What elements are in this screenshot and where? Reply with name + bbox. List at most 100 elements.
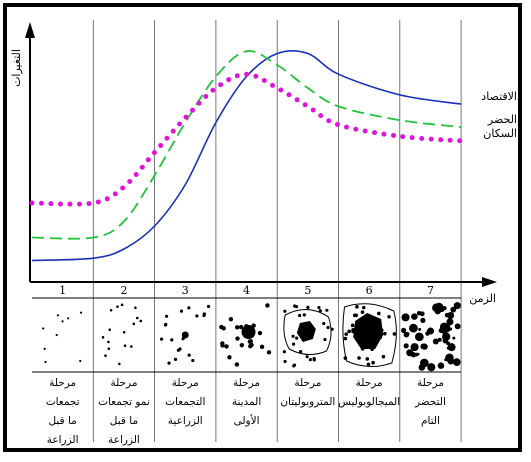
settlement-dot: [437, 362, 445, 369]
settlement-dot: [202, 313, 206, 318]
settlement-dot: [383, 331, 387, 336]
settlement-dot: [61, 320, 64, 323]
settlement-dot: [371, 360, 375, 365]
settlement-dot: [452, 358, 461, 367]
settlement-dot: [323, 337, 327, 342]
settlement-dot: [343, 336, 348, 341]
settlement-dot: [283, 309, 287, 313]
settlement-dot: [241, 325, 256, 339]
settlement-dot: [403, 343, 409, 349]
settlement-dot: [120, 303, 124, 307]
settlement-dot: [446, 318, 454, 326]
settlement-dot: [247, 339, 253, 344]
settlement-dot: [79, 311, 83, 314]
series-label-3: السكان: [483, 127, 517, 140]
settlement-dot: [425, 331, 430, 336]
stage-caption-line: التحضر: [414, 396, 446, 408]
settlement-dot: [308, 358, 312, 362]
settlement-dot: [387, 314, 391, 319]
settlement-dot: [295, 336, 299, 340]
settlement-dot: [377, 311, 381, 316]
settlement-dot: [442, 306, 447, 311]
settlement-dot: [43, 347, 46, 350]
settlement-dot: [357, 356, 361, 360]
settlement-dot: [220, 341, 225, 346]
settlement-dot: [437, 337, 442, 342]
stage-number: 1: [59, 284, 66, 297]
diagram-frame: [3, 3, 522, 452]
settlement-dot: [406, 332, 410, 335]
settlement-dot: [330, 327, 334, 331]
stage-caption-line: الميجالوبوليس: [338, 396, 400, 408]
x-axis-label: الزمن: [469, 292, 496, 305]
stage-caption-line: مرحلة: [356, 377, 383, 389]
settlement-dot: [206, 304, 211, 309]
settlement-dot: [292, 304, 297, 308]
settlement-dot: [410, 343, 419, 352]
settlement-dot: [420, 317, 426, 323]
settlement-dot: [400, 327, 407, 334]
stage-number: 4: [243, 284, 250, 297]
settlement-dot: [259, 344, 265, 350]
settlement-dot: [453, 302, 461, 310]
stage-caption-line: نمو تجمعات: [98, 396, 150, 408]
settlement-dot: [414, 352, 419, 357]
settlement-dot: [101, 336, 105, 339]
stage-caption-line: الزراعة: [47, 434, 79, 446]
settlement-dot: [450, 306, 457, 313]
stage-caption-line: مرحلة: [233, 377, 260, 389]
metro-boundary: [283, 309, 332, 355]
settlement-dot: [108, 328, 112, 331]
settlement-dot: [164, 314, 169, 318]
stage-caption-line: مرحلة: [294, 377, 321, 389]
settlement-dot: [446, 346, 451, 350]
settlement-dot: [322, 321, 326, 326]
settlement-dot: [79, 359, 82, 363]
settlement-dot: [432, 338, 439, 345]
settlement-dot: [418, 364, 426, 371]
settlement-dot: [239, 342, 245, 348]
stage-caption-line: المتروبوليتان: [280, 396, 335, 408]
stage-illustration-5: [282, 304, 334, 368]
megalopolis-core: [353, 313, 384, 349]
series-label-1: الاقتصاد: [481, 90, 517, 103]
stages-layer: 1 مرحلة تجمعات ما قبل الزراعة 2 مرحلة نمو تجمعا…: [42, 284, 461, 446]
settlement-dot: [291, 342, 296, 346]
settlement-dot: [414, 332, 424, 342]
stage-number: 2: [120, 284, 127, 297]
series-line-1: [31, 49, 462, 262]
settlement-dot: [326, 325, 330, 330]
settlement-dot: [305, 355, 309, 359]
settlement-dot: [224, 344, 229, 349]
settlement-dot: [343, 356, 348, 360]
settlement-dot: [234, 325, 240, 330]
stage-number: 5: [304, 284, 311, 297]
settlement-dot: [164, 322, 168, 326]
settlement-dot: [104, 354, 107, 357]
settlement-dot: [344, 332, 348, 336]
stage-caption-line: ما قبل: [110, 415, 138, 427]
y-axis-label: التغيرات: [10, 49, 23, 87]
series-label-2: الحضر: [487, 113, 517, 126]
settlement-dot: [118, 362, 121, 366]
stage-grid-lines: [32, 20, 462, 442]
settlement-dot: [361, 305, 366, 310]
stage-caption-line: الزراعية: [168, 415, 203, 427]
stage-illustration-2: [101, 303, 143, 366]
settlement-dot: [447, 357, 455, 365]
stage-caption-line: مرحلة: [417, 377, 444, 389]
settlement-dot: [265, 303, 270, 308]
settlement-dot: [318, 309, 322, 313]
settlement-dot: [257, 330, 263, 336]
settlement-dot: [235, 336, 240, 341]
settlement-dot: [173, 357, 178, 361]
stage-caption-line: الأولى: [234, 414, 260, 427]
settlement-dot: [219, 324, 224, 330]
settlement-dot: [427, 363, 436, 372]
series-line-2: [31, 50, 462, 240]
settlement-dot: [248, 343, 253, 349]
settlement-dot: [352, 313, 357, 318]
settlement-dot: [291, 334, 295, 338]
settlement-dot: [134, 306, 137, 310]
settlement-dot: [365, 357, 370, 361]
